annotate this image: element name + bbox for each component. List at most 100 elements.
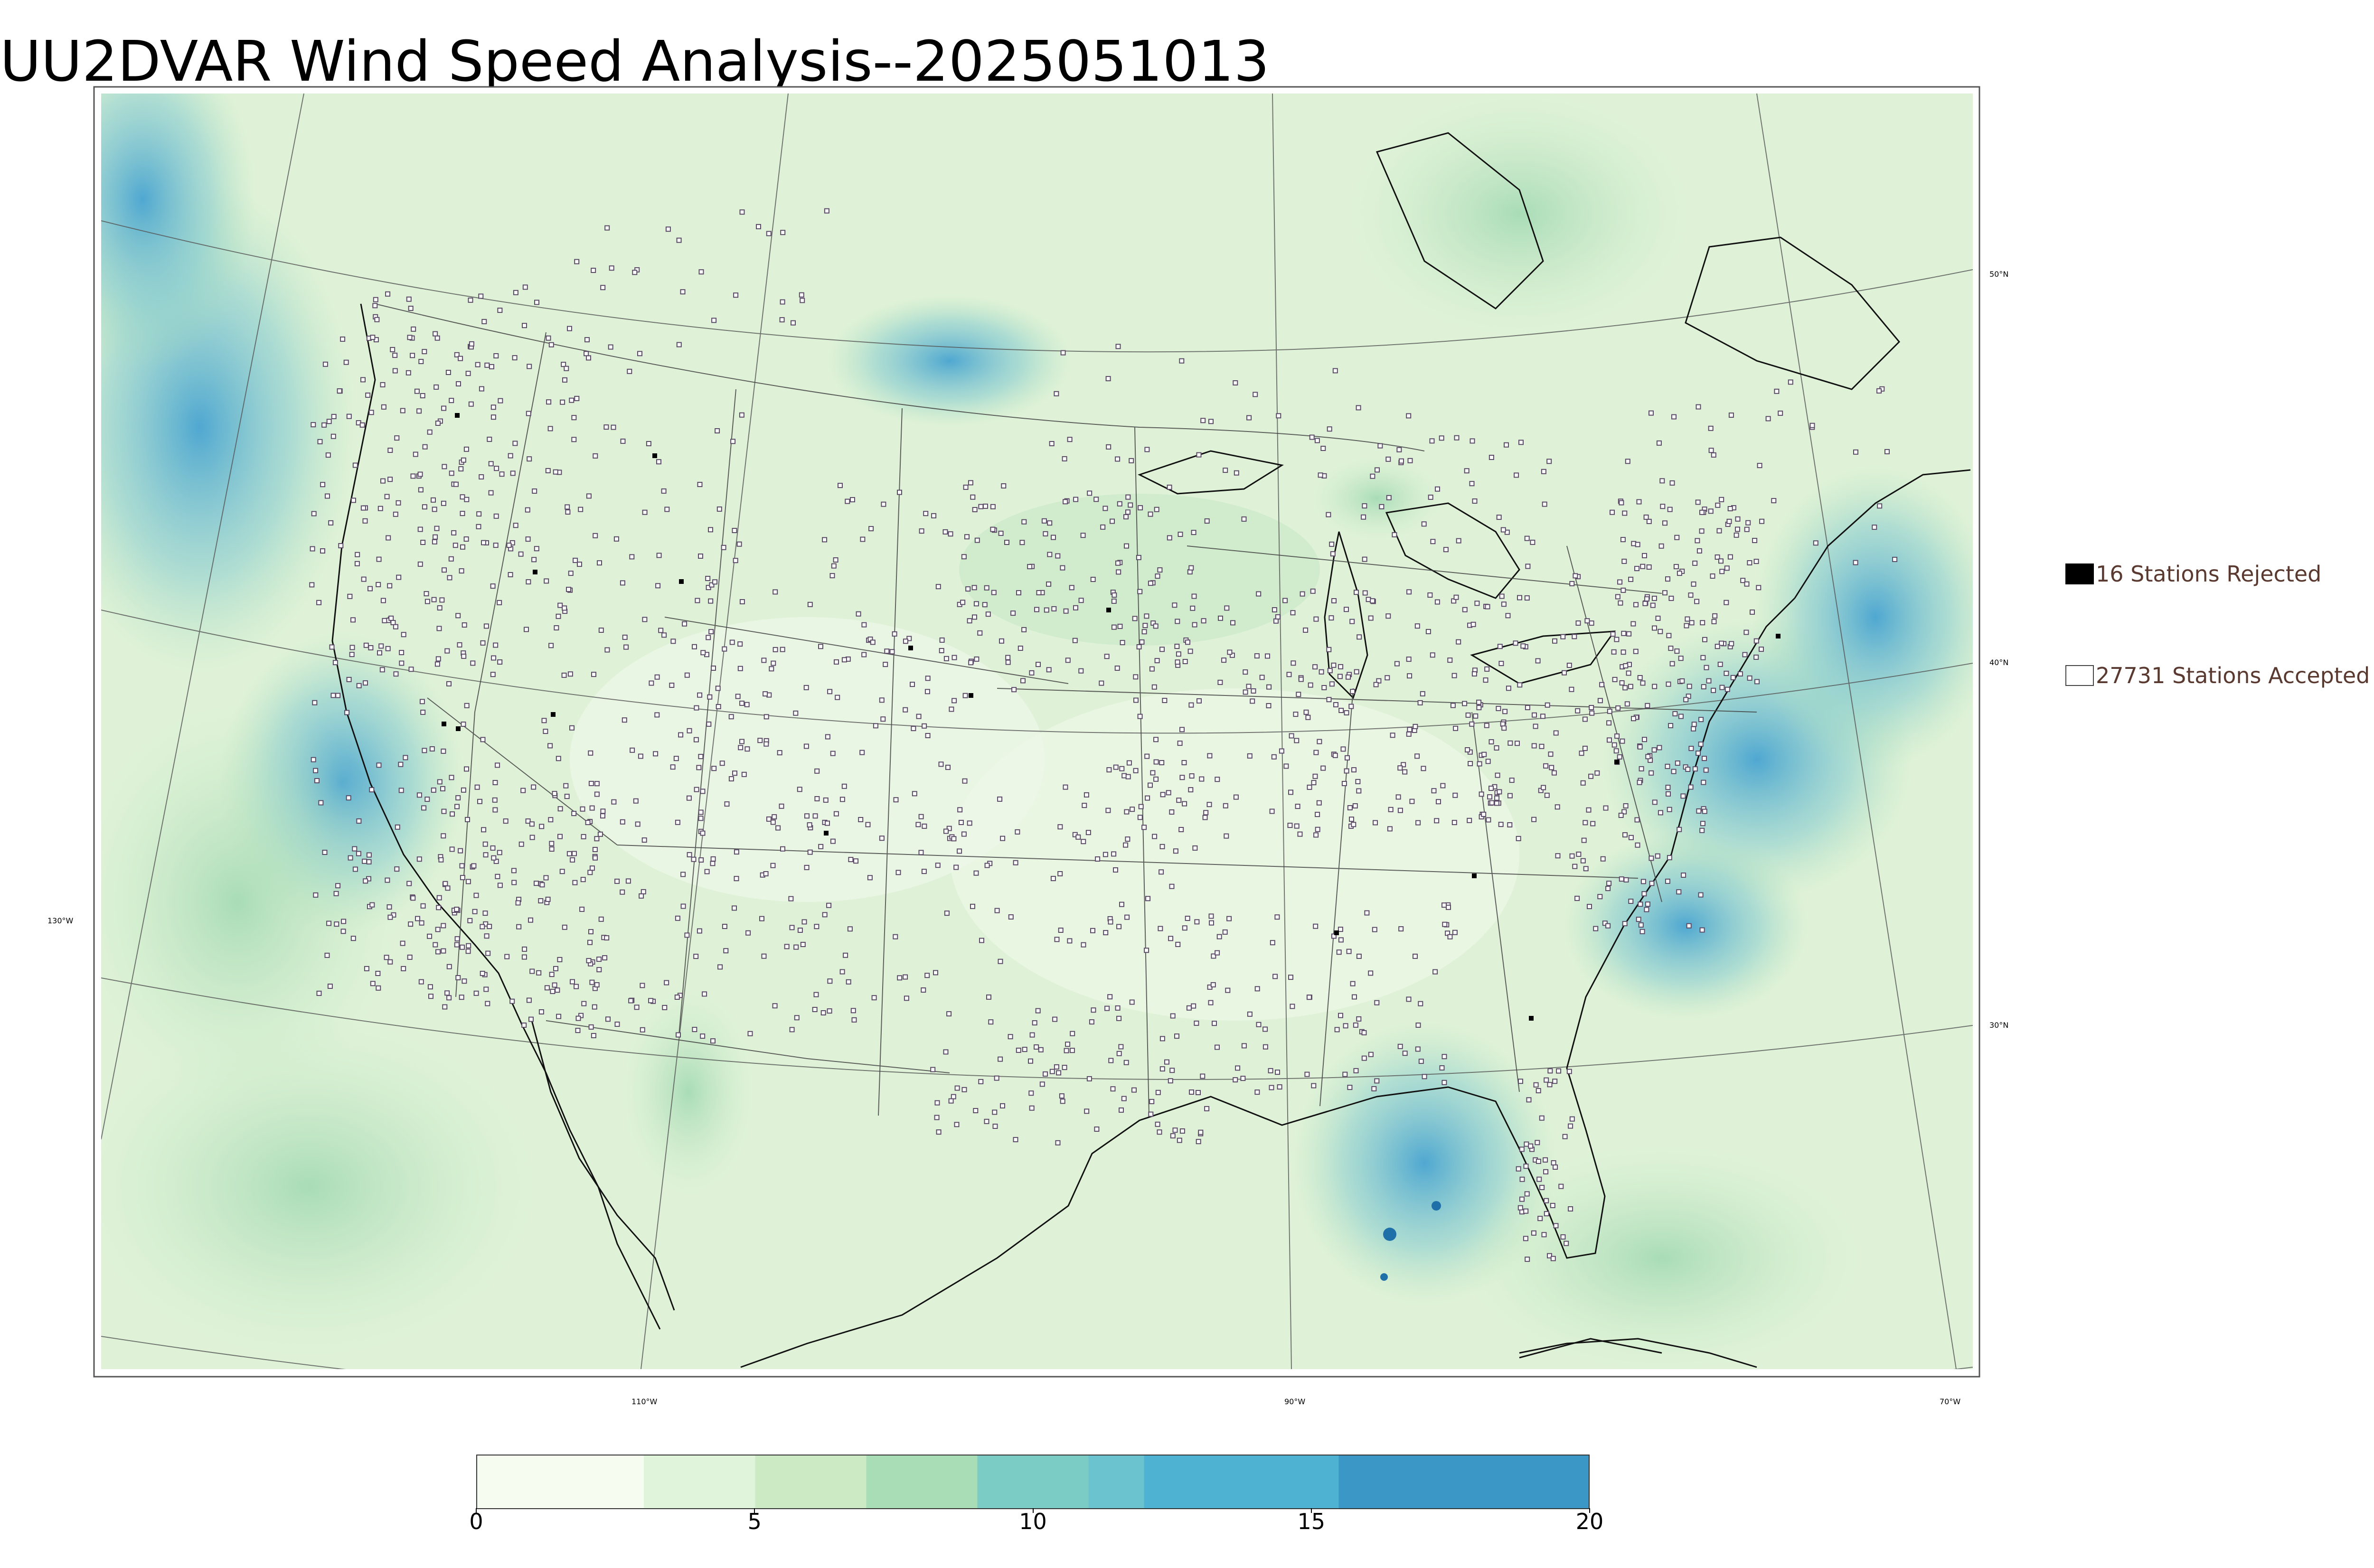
accepted-station [1453,725,1459,731]
accepted-station [732,770,737,776]
accepted-station [1208,1000,1214,1005]
accepted-station [1114,666,1120,671]
accepted-station [1028,1058,1033,1064]
accepted-station [593,453,598,459]
accepted-station [1610,509,1615,515]
accepted-station [512,441,518,446]
accepted-station [1543,763,1549,769]
accepted-station [592,1004,597,1010]
accepted-station [1320,765,1326,771]
accepted-station [1351,767,1357,773]
accepted-station [1123,842,1129,848]
accepted-station [368,645,374,650]
accepted-station [1356,405,1361,411]
accepted-station [1545,702,1550,708]
accepted-station [961,831,967,837]
accepted-station [446,681,452,686]
accepted-station [838,483,843,488]
accepted-station [1427,592,1433,598]
accepted-station [732,905,737,911]
accepted-station [525,507,530,513]
accepted-station [1338,927,1343,932]
accepted-station [1523,1164,1529,1169]
accepted-station [526,997,532,1003]
accepted-station [1256,591,1262,597]
accepted-station [1674,535,1680,540]
accepted-station [1362,590,1368,596]
accepted-station [564,366,569,371]
accepted-station [1223,803,1228,808]
accepted-station [493,353,499,358]
accepted-station [1182,801,1187,807]
accepted-station [1115,456,1121,462]
accepted-station [1399,458,1404,464]
accepted-station [1034,1044,1039,1050]
accepted-station [539,882,545,888]
accepted-station [1686,684,1692,689]
accepted-station [924,973,930,978]
accepted-station [622,634,628,640]
accepted-station [1196,1090,1201,1095]
accepted-station [1678,714,1684,719]
accepted-station [711,318,717,323]
accepted-station [698,554,703,559]
accepted-station [1357,634,1362,640]
rejected-station [533,570,537,574]
accepted-station [1569,1116,1575,1122]
accepted-station [1211,953,1216,959]
accepted-station [1628,684,1633,689]
accepted-station [1307,784,1312,790]
accepted-station [860,536,866,542]
accepted-station [340,929,346,934]
accepted-station [328,520,334,526]
accepted-station [1352,994,1357,1000]
accepted-station [640,983,645,988]
accepted-station [316,600,322,605]
accepted-station [1518,1079,1523,1084]
accepted-station [1683,697,1689,703]
accepted-station [1326,512,1331,517]
accepted-station [1090,577,1096,582]
accepted-station [1581,837,1587,843]
accepted-station [721,545,726,550]
accepted-station [847,926,853,932]
accepted-station [1153,776,1159,782]
accepted-station [1421,521,1427,527]
accepted-station [497,883,503,888]
accepted-station [1729,641,1734,647]
accepted-station [1361,1030,1367,1035]
accepted-station [449,470,454,476]
accepted-station [946,826,952,831]
accepted-station [825,734,830,740]
accepted-station [827,1008,832,1014]
accepted-station [803,685,809,690]
accepted-station [314,778,320,783]
accepted-station [1120,640,1125,646]
accepted-station [706,721,712,727]
accepted-station [571,811,577,817]
accepted-station [1636,917,1641,922]
accepted-station [697,928,702,934]
accepted-station [350,936,356,941]
accepted-station [580,877,586,883]
accepted-station [680,289,686,295]
accepted-station [717,964,723,970]
accepted-station [608,344,613,350]
accepted-station [848,857,854,863]
accepted-station [327,984,333,989]
accepted-station [1747,675,1752,681]
accepted-station [1634,566,1639,572]
accepted-station [591,1033,596,1038]
accepted-station [431,597,437,602]
accepted-station [464,703,470,708]
accepted-station [528,917,533,923]
accepted-station [804,864,810,870]
accepted-station [435,927,441,932]
accepted-station [556,613,561,619]
colorbar-tick [754,1508,755,1513]
accepted-station [312,700,318,705]
accepted-station [807,601,813,607]
accepted-station [1173,848,1178,854]
accepted-station [1174,1033,1179,1039]
accepted-station [1081,839,1086,845]
